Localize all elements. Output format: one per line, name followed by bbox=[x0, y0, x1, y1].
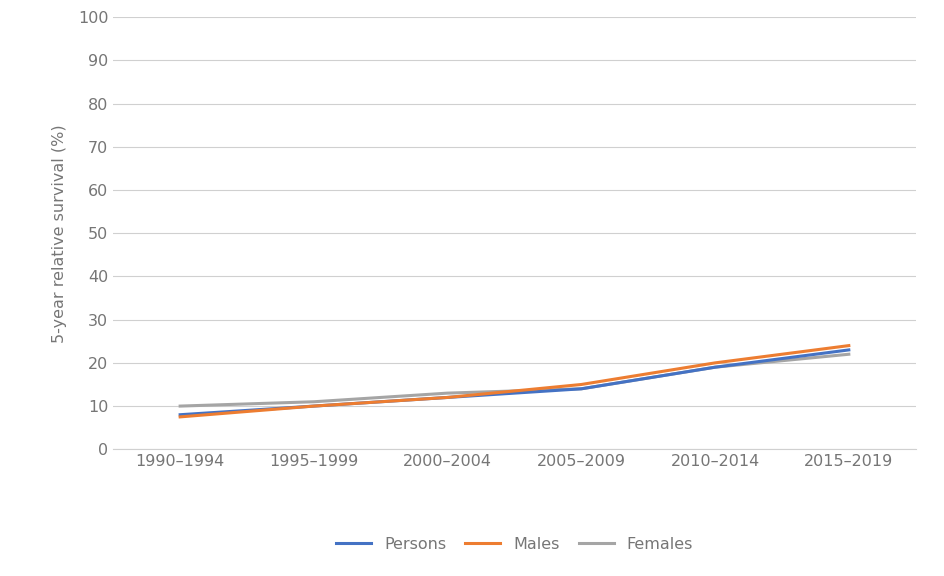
Females bbox=[308, 399, 319, 406]
Females bbox=[442, 390, 453, 397]
Females bbox=[175, 403, 186, 410]
Males bbox=[308, 403, 319, 410]
Legend: Persons, Males, Females: Persons, Males, Females bbox=[329, 530, 700, 559]
Persons bbox=[576, 385, 587, 392]
Line: Females: Females bbox=[180, 354, 849, 406]
Persons bbox=[442, 394, 453, 401]
Males bbox=[710, 359, 721, 366]
Persons bbox=[175, 411, 186, 418]
Males bbox=[442, 394, 453, 401]
Persons bbox=[843, 347, 854, 354]
Y-axis label: 5-year relative survival (%): 5-year relative survival (%) bbox=[52, 124, 67, 343]
Females bbox=[576, 385, 587, 392]
Persons bbox=[308, 403, 319, 410]
Males bbox=[175, 414, 186, 420]
Line: Males: Males bbox=[180, 346, 849, 417]
Females bbox=[843, 351, 854, 358]
Persons bbox=[710, 364, 721, 371]
Line: Persons: Persons bbox=[180, 350, 849, 415]
Males bbox=[576, 381, 587, 388]
Females bbox=[710, 364, 721, 371]
Males bbox=[843, 342, 854, 349]
